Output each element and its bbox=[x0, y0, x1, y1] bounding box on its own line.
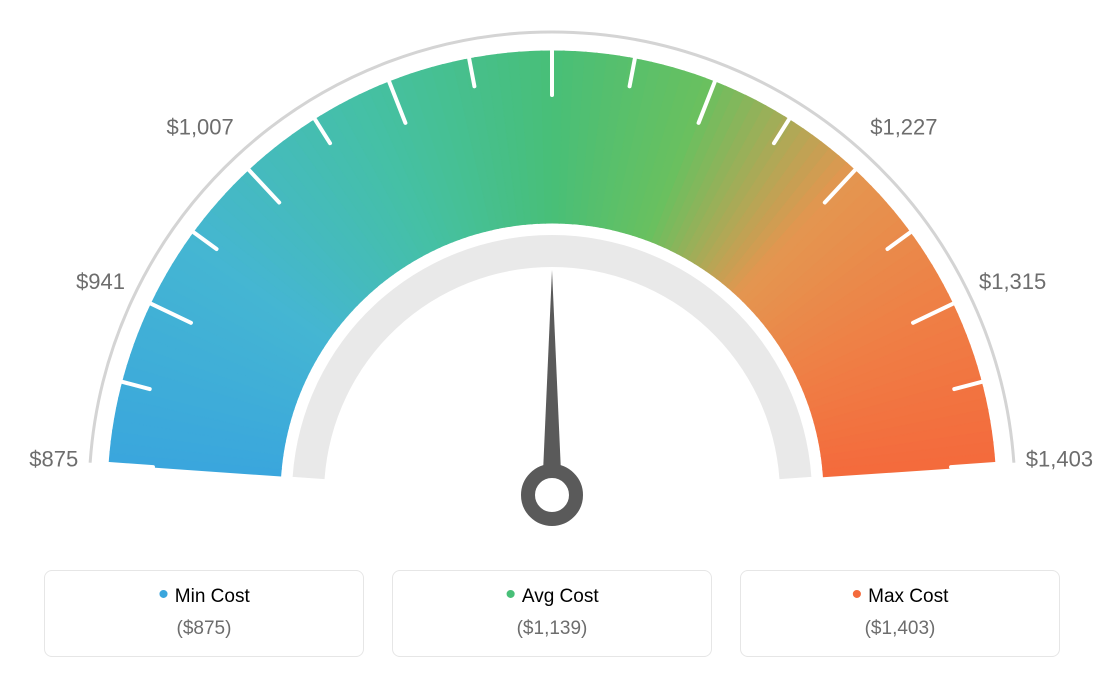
tick-label: $1,403 bbox=[1026, 447, 1093, 472]
legend-label-min: •Min Cost bbox=[45, 585, 363, 608]
legend-dot-min: • bbox=[158, 578, 169, 611]
legend-label-max: •Max Cost bbox=[741, 585, 1059, 608]
tick-label: $941 bbox=[76, 269, 125, 294]
legend-value-avg: ($1,139) bbox=[393, 618, 711, 640]
legend-value-max: ($1,403) bbox=[741, 618, 1059, 640]
legend-row: •Min Cost ($875) •Avg Cost ($1,139) •Max… bbox=[0, 560, 1104, 657]
tick-label: $1,315 bbox=[979, 269, 1046, 294]
gauge-needle-hub bbox=[528, 471, 576, 519]
legend-text-avg: Avg Cost bbox=[522, 586, 599, 607]
cost-gauge: $875$941$1,007$1,139$1,227$1,315$1,403 bbox=[0, 0, 1104, 560]
tick-label: $875 bbox=[29, 447, 78, 472]
legend-value-min: ($875) bbox=[45, 618, 363, 640]
legend-dot-max: • bbox=[852, 578, 863, 611]
legend-card-max: •Max Cost ($1,403) bbox=[740, 570, 1060, 657]
tick-label: $1,007 bbox=[166, 114, 233, 139]
legend-card-min: •Min Cost ($875) bbox=[44, 570, 364, 657]
gauge-svg: $875$941$1,007$1,139$1,227$1,315$1,403 bbox=[0, 0, 1104, 560]
tick-label: $1,227 bbox=[870, 114, 937, 139]
legend-text-min: Min Cost bbox=[175, 586, 250, 607]
legend-dot-avg: • bbox=[505, 578, 516, 611]
gauge-needle bbox=[542, 270, 562, 495]
legend-label-avg: •Avg Cost bbox=[393, 585, 711, 608]
legend-text-max: Max Cost bbox=[868, 586, 948, 607]
legend-card-avg: •Avg Cost ($1,139) bbox=[392, 570, 712, 657]
